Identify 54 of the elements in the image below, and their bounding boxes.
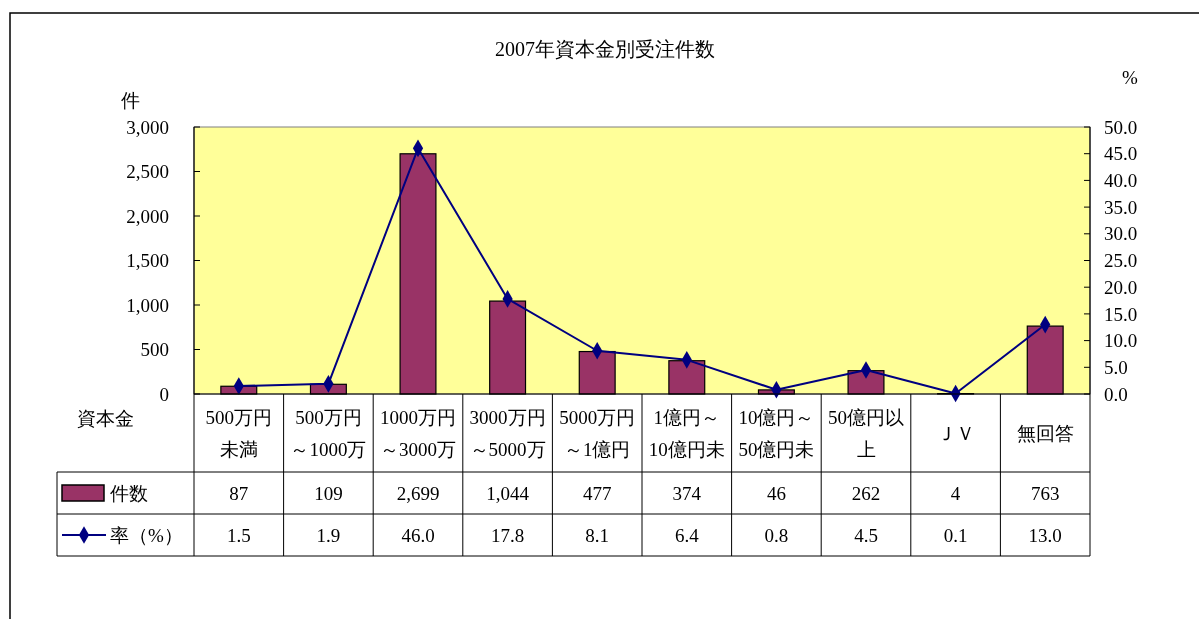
y2-tick-label: 50.0: [1104, 116, 1138, 138]
y2-tick-label: 5.0: [1104, 356, 1128, 378]
x-tick-label: 3000万円～5000万: [469, 406, 546, 460]
data-label: 17.8: [490, 524, 525, 546]
y2-tick-label: 20.0: [1104, 276, 1138, 298]
y-tick-label: 1,500: [126, 250, 169, 272]
x-tick-label: 1億円～10億円未: [648, 406, 725, 460]
y2-tick-label: 15.0: [1104, 303, 1138, 325]
x-tick-label: 無回答: [1016, 422, 1074, 444]
data-label: 1,044: [486, 482, 530, 504]
x-tick-label: 5000万円～1億円: [559, 406, 636, 460]
y2-tick-label: 25.0: [1104, 250, 1138, 272]
y-tick-label: 2,500: [126, 161, 169, 183]
x-tick-label: 1000万円～3000万: [380, 406, 456, 460]
data-label: 763: [1030, 482, 1060, 504]
data-label: 477: [582, 482, 612, 504]
data-label: 374: [672, 482, 702, 504]
data-label: 1.5: [226, 524, 251, 546]
y2-tick-label: 40.0: [1104, 170, 1138, 192]
y2-tick-label: 10.0: [1104, 330, 1138, 352]
y2-tick-label: 35.0: [1104, 196, 1138, 218]
y-axis-title: 件: [120, 90, 140, 111]
data-label: 13.0: [1028, 524, 1062, 546]
data-label: 46.0: [401, 524, 435, 546]
y-tick-label: 0: [159, 383, 169, 405]
data-label: 4.5: [854, 524, 878, 546]
data-label: 262: [851, 482, 881, 504]
x-tick-label: 500万円～1000万: [290, 406, 367, 460]
data-label: 0.1: [943, 524, 968, 546]
data-label: 0.8: [764, 524, 789, 546]
data-label: 8.1: [585, 524, 610, 546]
data-label: 4: [950, 482, 961, 504]
data-label: 109: [314, 482, 343, 504]
x-tick-label: 10億円～50億円未: [738, 406, 815, 460]
data-label: 6.4: [674, 524, 700, 546]
x-axis-title: 資本金: [76, 407, 134, 429]
x-tick-label: 50億円以上: [828, 406, 904, 460]
y-tick-label: 2,000: [126, 205, 169, 227]
y-tick-label: 3,000: [126, 116, 169, 138]
data-label: 87: [229, 482, 249, 504]
data-label: 2,699: [396, 482, 440, 504]
legend-label: 件数: [110, 482, 148, 504]
y2-tick-label: 0.0: [1104, 383, 1128, 405]
x-tick-label: ＪＶ: [936, 422, 975, 444]
data-label: 1.9: [316, 524, 341, 546]
y2-tick-label: 45.0: [1104, 143, 1138, 165]
legend-label: 率（%）: [110, 524, 183, 546]
y-tick-label: 500: [140, 339, 169, 361]
y2-axis-title: %: [1122, 67, 1139, 88]
y2-tick-label: 30.0: [1104, 223, 1138, 245]
data-label: 46: [766, 482, 786, 504]
x-tick-label: 500万円未満: [205, 406, 273, 460]
y-tick-label: 1,000: [126, 294, 169, 316]
chart-title: 2007年資本金別受注件数: [495, 38, 715, 60]
